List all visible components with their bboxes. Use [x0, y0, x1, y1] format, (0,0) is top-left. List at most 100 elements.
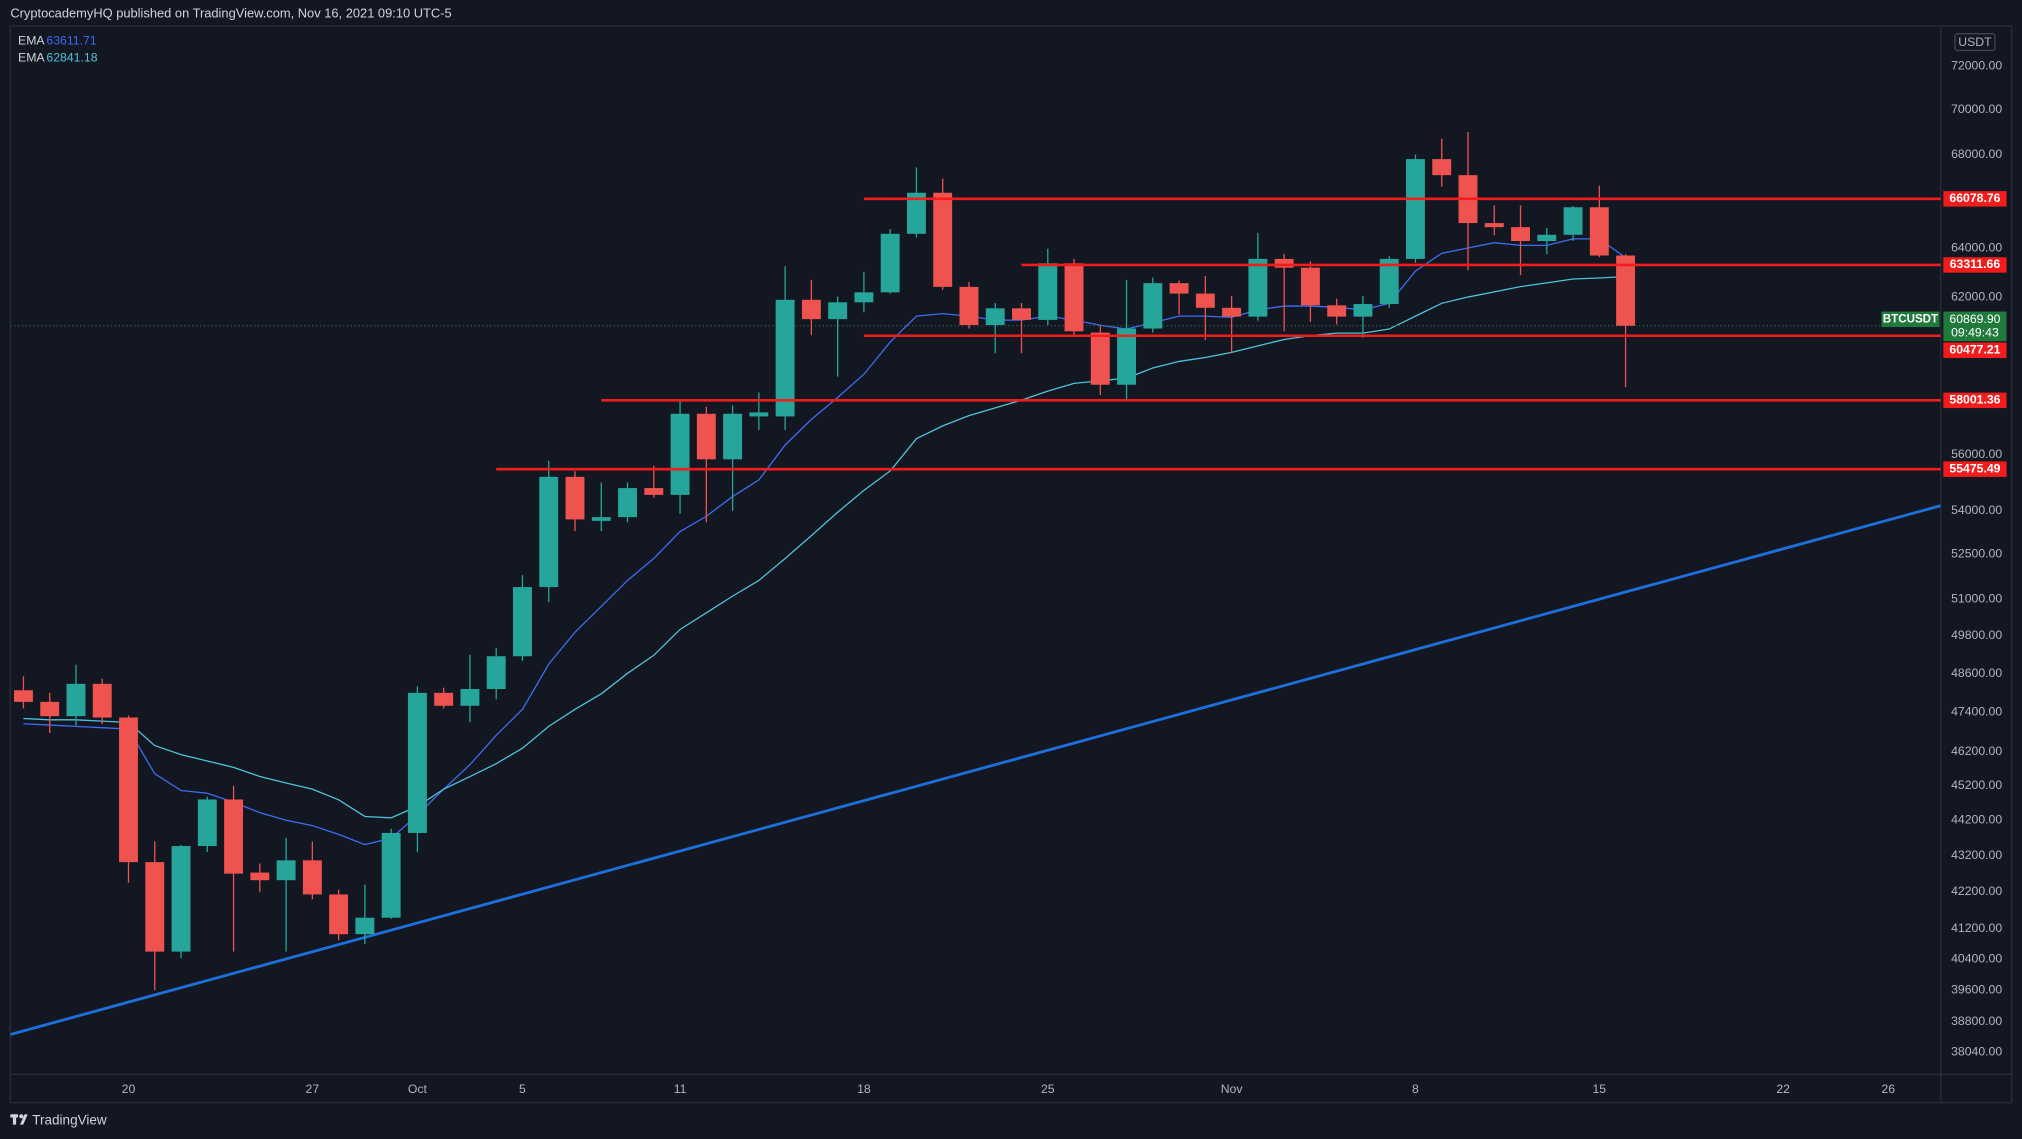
countdown-label: 09:49:43: [1951, 326, 1999, 340]
level-price-box: [1943, 461, 2007, 477]
candle-body: [355, 917, 375, 935]
price-axis: USDT 72000.00 70000.00 68000.00 64000.00 620…: [1943, 33, 2007, 1058]
candle-body: [591, 517, 611, 521]
candle-body: [618, 488, 637, 518]
x-tick-label: 8: [1412, 1082, 1419, 1096]
level-price-box: [1943, 342, 2007, 358]
footer-brand: TradingView: [32, 1112, 107, 1127]
y-tick-label: 43200.00: [1951, 848, 2002, 862]
y-tick-label: 41200.00: [1951, 921, 2002, 935]
candle-body: [1012, 308, 1031, 320]
candle-body: [1143, 283, 1163, 329]
candle-body: [302, 860, 322, 895]
y-tick-label: 38040.00: [1951, 1044, 2002, 1058]
level-price-label: 58001.36: [1949, 393, 2000, 407]
candle-body: [197, 799, 217, 847]
legend-name: EMA: [18, 50, 45, 64]
candle-body: [224, 799, 244, 874]
candle-body: [670, 413, 690, 495]
symbol-box: [1881, 311, 1940, 328]
candle-body: [92, 683, 112, 718]
candle-body: [933, 192, 953, 287]
candle-body: [828, 302, 848, 320]
candle-body: [880, 233, 900, 293]
candle-body: [1379, 258, 1399, 305]
y-tick-label: 72000.00: [1951, 58, 2002, 72]
y-tick-label: 56000.00: [1951, 447, 2002, 461]
publish-header: CryptocademyHQ published on TradingView.…: [10, 6, 451, 21]
candle-body: [1169, 283, 1189, 294]
candle-body: [749, 412, 769, 417]
level-price-label: 66078.76: [1949, 191, 2000, 205]
candle-body: [1511, 227, 1530, 242]
y-tick-label: 70000.00: [1951, 102, 2002, 116]
candle-body: [775, 299, 795, 417]
candle-body: [1537, 234, 1557, 242]
candle-body: [1353, 304, 1373, 317]
candle-body: [40, 701, 60, 717]
y-tick-label: 45200.00: [1951, 778, 2002, 792]
last-price-label: 60869.90: [1949, 312, 2000, 326]
candle-body: [696, 413, 716, 460]
plot-area: [10, 131, 1941, 1036]
level-price-label: 63311.66: [1950, 257, 2001, 271]
x-tick-label: 11: [674, 1082, 687, 1096]
candle-body: [1589, 207, 1609, 256]
x-tick-label: Nov: [1221, 1082, 1244, 1096]
candle-body: [1274, 258, 1294, 268]
x-tick-label: 27: [306, 1082, 320, 1096]
candle-body: [1432, 159, 1452, 176]
y-tick-label: 40400.00: [1951, 951, 2002, 965]
x-tick-label: 18: [857, 1082, 871, 1096]
last-price-box: [1943, 311, 2007, 342]
candle-body: [644, 488, 664, 495]
candle-body: [145, 862, 165, 952]
footer: TradingView: [10, 1112, 107, 1127]
candle-body: [381, 832, 401, 918]
candle-body: [985, 308, 1005, 325]
x-tick-label: 22: [1776, 1082, 1790, 1096]
x-tick-label: 20: [122, 1082, 136, 1096]
y-tick-label: 51000.00: [1951, 591, 2002, 605]
candle-body: [1300, 267, 1320, 306]
candle-body: [513, 587, 532, 657]
candle-body: [1195, 293, 1215, 308]
legend-value: 63611.71: [46, 34, 96, 48]
y-tick-label: 42200.00: [1951, 884, 2002, 898]
x-tick-label: 25: [1041, 1082, 1055, 1096]
candle-body: [119, 717, 138, 863]
y-tick-label: 54000.00: [1951, 503, 2002, 517]
y-tick-label: 38800.00: [1951, 1014, 2002, 1028]
trendline: [10, 504, 1941, 1036]
y-tick-label: 68000.00: [1951, 147, 2002, 161]
candle-body: [1484, 223, 1504, 228]
level-price-box: [1943, 392, 2007, 409]
y-tick-label: 52500.00: [1951, 547, 2002, 561]
candle-body: [723, 413, 743, 460]
x-tick-label: 26: [1881, 1082, 1895, 1096]
candle-body: [1064, 263, 1084, 332]
candle-body: [1563, 207, 1583, 235]
y-tick-label: 46200.00: [1951, 744, 2002, 758]
candle-body: [1038, 263, 1058, 320]
candle-body: [539, 476, 559, 588]
candle-body: [250, 872, 270, 881]
y-tick-label: 49800.00: [1951, 628, 2002, 642]
x-tick-label: Oct: [408, 1082, 428, 1096]
ema-line: [23, 275, 1626, 819]
candle-body: [1406, 159, 1425, 259]
candle-body: [1090, 332, 1110, 385]
candle-body: [486, 656, 506, 689]
level-price-label: 55475.49: [1949, 461, 2000, 475]
legend-name: EMA: [18, 34, 45, 48]
y-tick-label: 39600.00: [1951, 982, 2002, 996]
legend-value: 62841.18: [46, 50, 97, 64]
y-tick-label: 64000.00: [1951, 240, 2002, 254]
candle-body: [1222, 307, 1242, 317]
symbol-label: BTCUSDT: [1883, 312, 1938, 325]
candle-body: [171, 846, 191, 952]
level-price-box: [1943, 191, 2007, 207]
